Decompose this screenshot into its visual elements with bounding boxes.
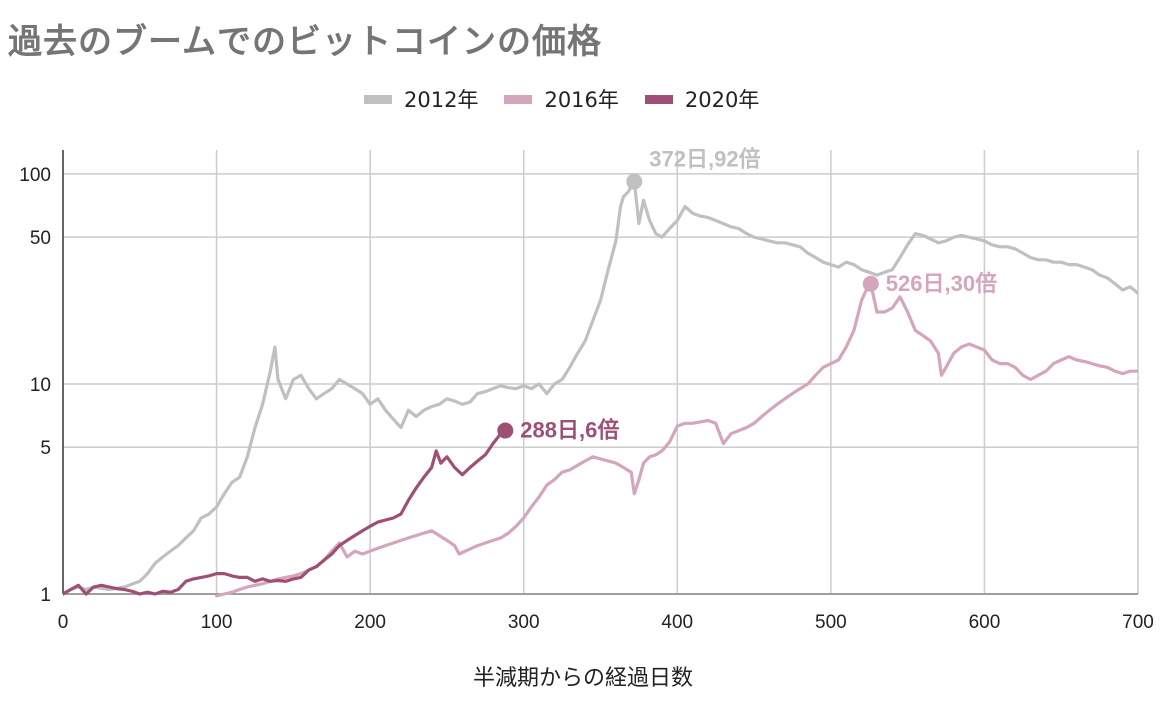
x-tick-label: 600 [969, 612, 1001, 633]
series-line-2016年 [215, 282, 1138, 598]
legend-item-2020: 2020年 [644, 84, 760, 114]
legend-label-2016: 2016年 [544, 88, 619, 112]
annotation-label: 288日,6倍 [520, 418, 619, 443]
x-tick-label: 500 [815, 612, 847, 633]
series-line-2012年 [63, 179, 1138, 596]
y-tick-label: 50 [30, 228, 51, 249]
x-axis-label: 半減期からの経過日数 [472, 666, 693, 691]
annotation-marker [497, 422, 514, 439]
annotation-label: 526日,30倍 [886, 271, 997, 296]
legend-swatch-2020 [644, 94, 673, 104]
annotation-marker [626, 173, 643, 190]
y-tick-label: 1 [40, 585, 51, 606]
x-tick-label: 200 [354, 612, 386, 633]
chart-title: 過去のブームでのビットコインの価格 [8, 22, 602, 62]
x-tick-label: 300 [508, 612, 540, 633]
series-line-2020年 [63, 429, 507, 596]
legend-item-2016: 2016年 [504, 84, 619, 114]
legend-swatch-2012 [364, 94, 392, 104]
legend-swatch-2016 [504, 94, 533, 104]
legend-label-2020: 2020年 [684, 88, 760, 112]
legend-item-2012: 2012年 [364, 84, 478, 114]
y-tick-label: 100 [19, 165, 51, 186]
x-tick-label: 0 [58, 612, 69, 633]
y-tick-label: 5 [40, 438, 51, 459]
annotation-marker [862, 275, 879, 292]
legend: 2012年 2016年 2020年 [364, 84, 759, 114]
x-tick-label: 100 [201, 612, 233, 633]
x-tick-label: 700 [1122, 612, 1154, 633]
x-tick-label: 400 [661, 612, 693, 633]
y-tick-label: 10 [30, 375, 51, 396]
legend-label-2012: 2012年 [404, 88, 479, 112]
annotation-label: 372日,92倍 [649, 147, 760, 172]
